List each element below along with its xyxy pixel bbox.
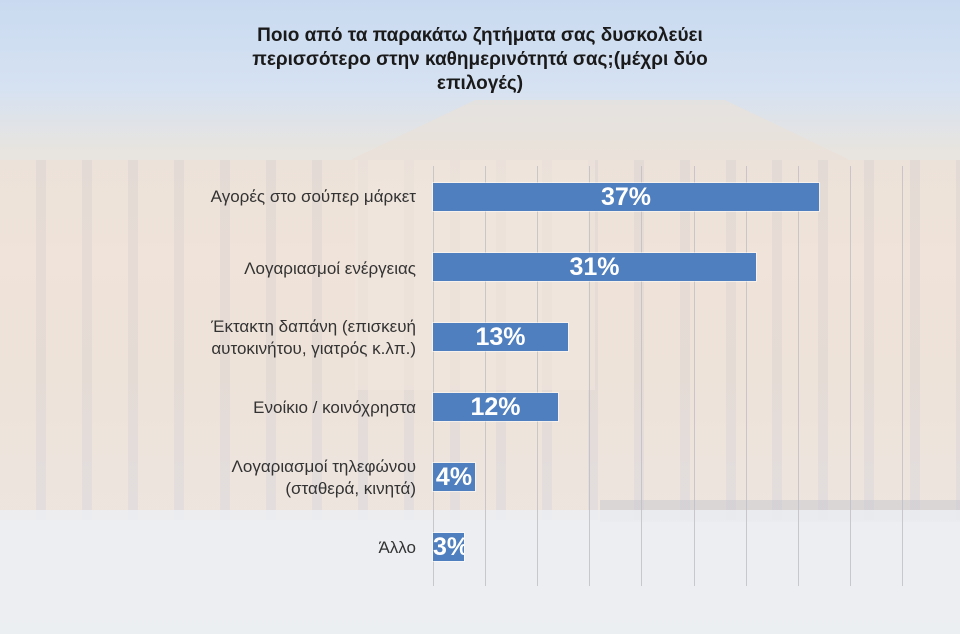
chart-title: Ποιο από τα παρακάτω ζητήματα σας δυσκολ…: [200, 24, 760, 96]
category-label: Λογαριασμοί ενέργειας: [86, 258, 416, 280]
label-line: αυτοκινήτου, γιατρός κ.λπ.): [211, 339, 416, 358]
category-label: Λογαριασμοί τηλεφώνου (σταθερά, κινητά): [86, 456, 416, 500]
label-line: (σταθερά, κινητά): [285, 479, 416, 498]
gridline: [485, 166, 486, 586]
gridline: [746, 166, 747, 586]
background-square: [0, 510, 960, 634]
label-line: Έκτακτη δαπάνη (επισκευή: [211, 317, 416, 336]
label-line: Λογαριασμοί τηλεφώνου: [231, 457, 416, 476]
gridline: [798, 166, 799, 586]
gridline: [589, 166, 590, 586]
title-line-2: περισσότερο στην καθημερινότητά σας;(μέχ…: [252, 49, 708, 70]
gridline: [850, 166, 851, 586]
label-line: Άλλο: [378, 538, 416, 557]
bar-phone-bills: 4%: [433, 463, 475, 491]
title-line-1: Ποιο από τα παρακάτω ζητήματα σας δυσκολ…: [257, 25, 703, 46]
label-line: Αγορές στο σούπερ μάρκετ: [210, 187, 416, 206]
bar-energy-bills: 31%: [433, 253, 756, 281]
gridline: [641, 166, 642, 586]
label-line: Ενοίκιο / κοινόχρηστα: [253, 398, 416, 417]
category-label: Ενοίκιο / κοινόχρηστα: [86, 397, 416, 419]
category-label: Άλλο: [86, 537, 416, 559]
background-pediment: [350, 100, 850, 160]
bar-emergency-expense: 13%: [433, 323, 568, 351]
category-label: Έκτακτη δαπάνη (επισκευή αυτοκινήτου, για…: [86, 316, 416, 360]
bar-other: 3%: [433, 533, 464, 561]
bar-supermarket: 37%: [433, 183, 819, 211]
title-line-3: επιλογές): [436, 73, 524, 94]
gridline: [433, 166, 434, 586]
bar-rent: 12%: [433, 393, 558, 421]
gridline: [537, 166, 538, 586]
label-line: Λογαριασμοί ενέργειας: [244, 259, 416, 278]
gridline: [902, 166, 903, 586]
category-label: Αγορές στο σούπερ μάρκετ: [86, 186, 416, 208]
gridline: [694, 166, 695, 586]
